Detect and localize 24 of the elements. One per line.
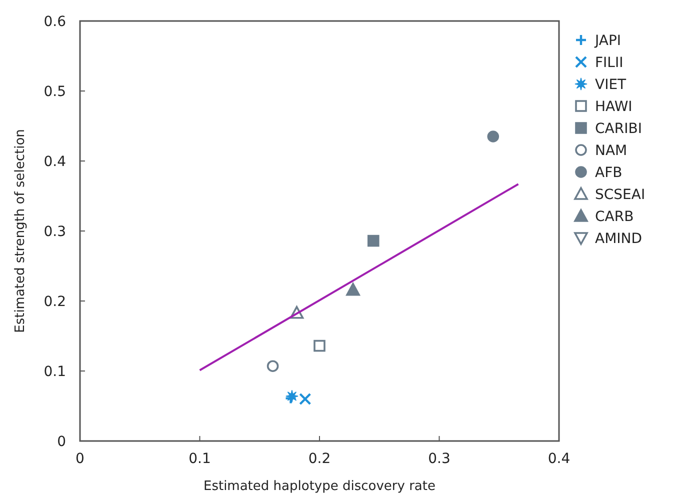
- y-tick-label: 0.3: [44, 224, 66, 240]
- x-tick-label: 0.1: [188, 451, 211, 467]
- y-tick-label: 0.4: [44, 154, 66, 170]
- legend-label: VIET: [595, 77, 627, 93]
- legend-label: HAWI: [595, 99, 632, 115]
- x-tick-label: 0.4: [548, 451, 570, 467]
- legend-label: AFB: [595, 165, 622, 181]
- legend-label: CARIBI: [595, 121, 642, 137]
- x-tick-label: 0.3: [428, 451, 450, 467]
- x-tick-label: 0: [76, 451, 84, 467]
- y-axis-title: Estimated strength of selection: [13, 129, 28, 333]
- legend-label: SCSEAI: [595, 187, 646, 203]
- x-tick-label: 0.2: [308, 451, 331, 467]
- legend-label: FILII: [595, 55, 624, 71]
- y-tick-label: 0.5: [44, 84, 66, 100]
- legend-label: CARB: [595, 209, 634, 225]
- y-tick-label: 0.6: [44, 14, 66, 30]
- legend-label: JAPI: [594, 33, 622, 49]
- y-tick-label: 0.1: [44, 364, 66, 380]
- legend-label: NAM: [595, 143, 628, 159]
- legend-label: AMIND: [595, 231, 642, 247]
- y-tick-label: 0: [57, 434, 66, 450]
- y-tick-label: 0.2: [44, 294, 66, 310]
- x-axis-title: Estimated haplotype discovery rate: [203, 479, 436, 494]
